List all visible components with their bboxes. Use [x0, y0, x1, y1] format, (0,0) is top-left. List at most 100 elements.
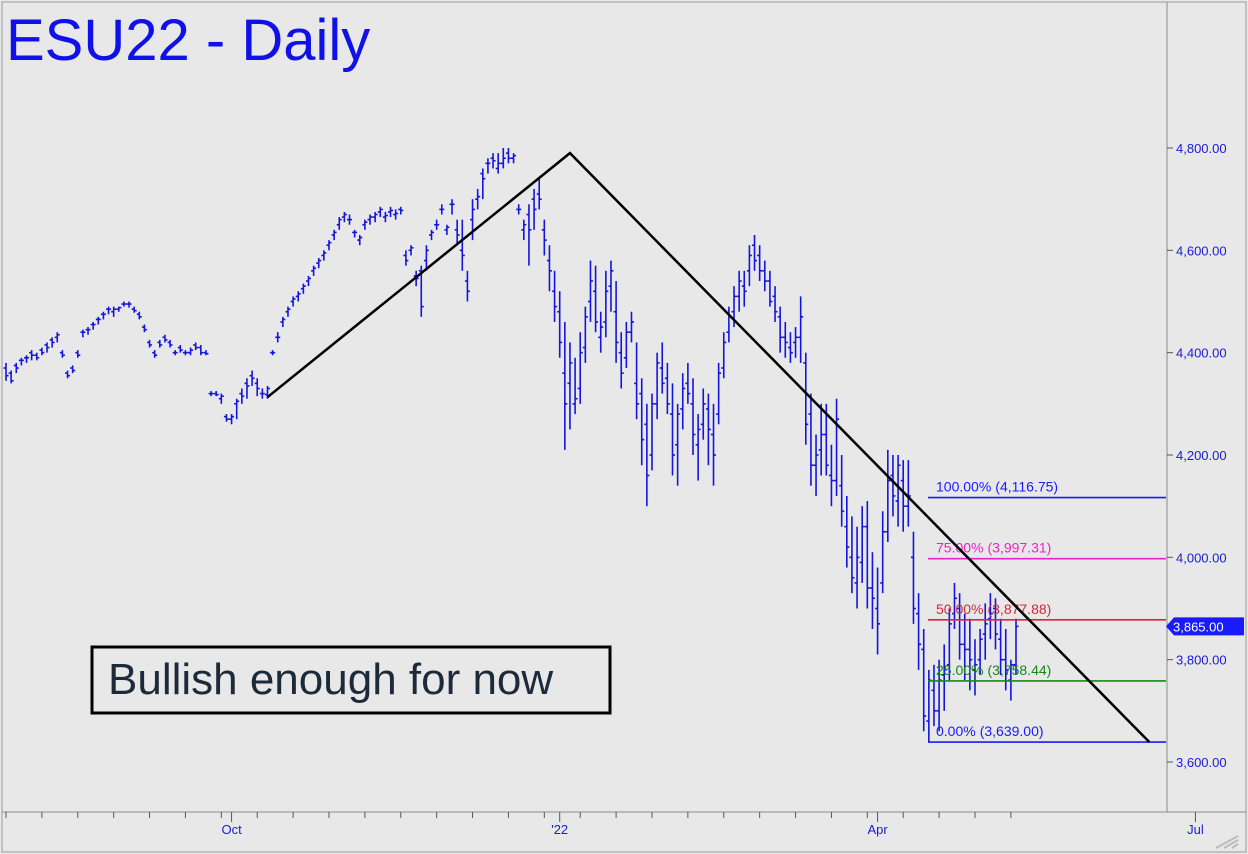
ohlc-bar	[429, 229, 435, 241]
ohlc-bar	[957, 593, 963, 660]
ohlc-bar	[834, 398, 840, 496]
ohlc-bar	[875, 567, 881, 655]
ohlc-bar	[982, 603, 988, 660]
ohlc-bar	[449, 199, 455, 215]
ohlc-bar	[649, 393, 655, 471]
ohlc-bar	[141, 324, 147, 333]
ohlc-bar	[793, 327, 799, 358]
fib-pct: 50.00%	[936, 601, 983, 617]
ohlc-bar	[70, 365, 76, 374]
ohlc-bar	[167, 339, 173, 348]
fib-pct: 0.00%	[936, 723, 976, 739]
ohlc-bar	[393, 209, 399, 220]
ohlc-bar	[352, 229, 358, 238]
ohlc-bar	[644, 403, 650, 507]
ohlc-bar	[541, 219, 547, 256]
ohlc-bar	[382, 211, 388, 223]
ohlc-bar	[962, 613, 968, 681]
last-price-tag: 3,865.00	[1166, 617, 1244, 636]
ohlc-bar	[377, 206, 383, 218]
ohlc-bar	[752, 234, 758, 271]
ohlc-bar	[598, 311, 604, 353]
ohlc-bar	[244, 378, 250, 399]
ohlc-bar	[347, 214, 353, 225]
ohlc-bar	[208, 391, 214, 397]
y-tick-label: 4,400.00	[1176, 346, 1227, 361]
y-tick-label: 4,000.00	[1176, 550, 1227, 565]
ohlc-bar	[331, 229, 337, 241]
ohlc-bar	[1013, 618, 1019, 676]
ohlc-bar	[757, 245, 763, 282]
ohlc-bar	[500, 148, 506, 169]
ohlc-bar	[716, 362, 722, 425]
ohlc-bar	[3, 362, 9, 381]
y-tick-label: 3,600.00	[1176, 755, 1227, 770]
ohlc-bar	[259, 388, 265, 399]
ohlc-bar	[203, 350, 209, 356]
ohlc-bar	[931, 664, 937, 727]
ohlc-bar	[787, 332, 793, 363]
y-tick-label: 3,800.00	[1176, 653, 1227, 668]
x-axis-ticks: Oct '22 Apr Jul	[5, 812, 1204, 837]
ohlc-bar	[116, 306, 122, 312]
ohlc-bar	[680, 373, 686, 430]
ohlc-bar	[193, 342, 199, 351]
ohlc-bar	[695, 414, 701, 481]
ohlc-bar	[972, 639, 978, 696]
fib-value: (4,116.75)	[995, 479, 1058, 495]
ohlc-bar	[531, 188, 537, 230]
ohlc-bar	[234, 398, 240, 420]
fib-levels: 100.00% (4,116.75)75.00% (3,997.31)50.00%(…	[928, 479, 1166, 743]
ohlc-bar	[977, 628, 983, 676]
ohlc-bar	[521, 219, 527, 241]
ohlc-bar	[188, 347, 194, 356]
x-tick-label: Oct	[221, 822, 242, 837]
ohlc-bar	[711, 403, 717, 486]
ohlc-bar	[423, 245, 429, 271]
ohlc-bar	[839, 455, 845, 527]
ohlc-bar	[121, 301, 127, 307]
ohlc-bar	[223, 414, 229, 422]
ohlc-bar	[316, 258, 322, 269]
ohlc-bar	[388, 206, 394, 218]
ohlc-bar	[772, 286, 778, 322]
ohlc-bar	[741, 270, 747, 307]
ohlc-bar	[675, 403, 681, 486]
fib-label: 0.00% (3,639.00)	[936, 723, 1044, 739]
ohlc-bar	[746, 245, 752, 287]
ohlc-bar	[685, 362, 691, 404]
ohlc-bar	[700, 388, 706, 440]
ohlc-bar	[844, 495, 850, 568]
ohlc-bar	[136, 311, 142, 320]
ohlc-bar	[65, 370, 71, 379]
ohlc-bar	[90, 321, 96, 330]
ohlc-bar	[13, 362, 19, 374]
fib-label: 50.00% (3,877.88)	[936, 601, 1051, 617]
ohlc-bar	[372, 211, 378, 223]
ohlc-bar	[100, 311, 106, 320]
ohlc-bar	[147, 339, 153, 348]
ohlc-bar	[854, 526, 860, 609]
ohlc-bar	[254, 378, 260, 397]
ohlc-bar	[434, 219, 440, 230]
ohlc-bar	[106, 306, 112, 315]
ohlc-bar	[341, 211, 347, 223]
ohlc-bar	[490, 153, 496, 169]
ohlc-bar	[516, 204, 522, 215]
y-tick-label: 4,600.00	[1176, 243, 1227, 258]
ohlc-bar	[567, 342, 573, 430]
ohlc-bar	[162, 334, 168, 343]
ohlc-bar	[275, 332, 281, 343]
fib-value: (3,997.31)	[987, 540, 1051, 556]
ohlc-bar	[572, 357, 578, 415]
ohlc-bar	[475, 188, 481, 210]
ohlc-bar	[813, 434, 819, 496]
ohlc-bar	[880, 511, 886, 594]
annotation-box	[90, 645, 612, 715]
ohlc-bar	[18, 357, 24, 366]
resize-grip-icon[interactable]	[1215, 835, 1239, 849]
ohlc-bar	[403, 250, 409, 266]
fib-label: 100.00% (4,116.75)	[936, 479, 1058, 495]
ohlc-bar	[336, 217, 342, 230]
